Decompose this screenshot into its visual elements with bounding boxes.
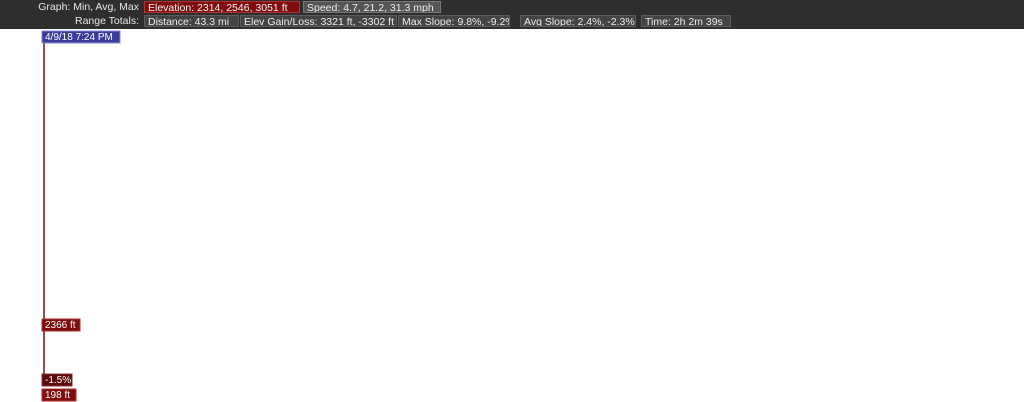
slope-box [41, 373, 73, 387]
cursor-elevation: 2366 ft [45, 320, 76, 331]
elevation-box [41, 318, 81, 332]
distance-stat: Distance: 43.3 mi [144, 15, 239, 27]
distance-box [41, 388, 77, 402]
gain-loss-stat: Elev Gain/Loss: 3321 ft, -3302 ft [240, 15, 397, 27]
max-slope-stat: Max Slope: 9.8%, -9.2% [398, 15, 510, 27]
speed-stat: Speed: 4.7, 21.2, 31.3 mph [303, 1, 441, 13]
time-stat: Time: 2h 2m 39s [641, 15, 731, 27]
range-label: Range Totals: [74, 15, 139, 27]
header: Graph: Min, Avg, Max Elevation: 2314, 25… [0, 0, 1024, 29]
avg-slope-stat: Avg Slope: 2.4%, -2.3% [520, 15, 636, 27]
cursor-time: 4/9/18 7:24 PM [45, 32, 113, 43]
time-box [41, 30, 121, 44]
elevation-stat: Elevation: 2314, 2546, 3051 ft [144, 1, 300, 13]
cursor-distance: 198 ft [45, 390, 70, 401]
cursor-slope: -1.5% [45, 375, 71, 386]
graph-label: Graph: Min, Avg, Max [38, 1, 139, 13]
